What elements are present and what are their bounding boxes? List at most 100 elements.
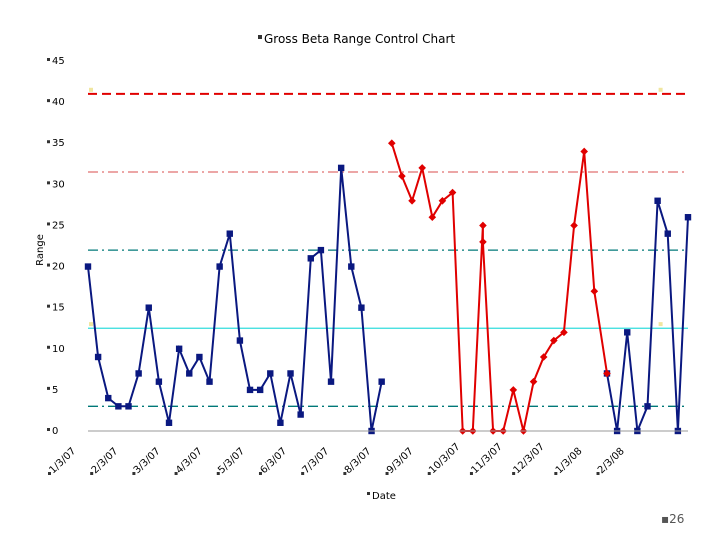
x-tick-label: 5/3/07	[216, 446, 247, 476]
data-point-marker	[125, 403, 132, 410]
x-tick-bullet-icon	[258, 472, 262, 475]
center-line-marker	[89, 87, 93, 92]
y-tick-bullet-icon	[47, 304, 50, 308]
y-tick-label: 0	[52, 426, 58, 437]
data-point-marker	[186, 370, 193, 377]
y-tick-label: 40	[52, 97, 65, 108]
data-point-marker	[155, 378, 163, 385]
y-tick-label: 5	[52, 385, 58, 396]
data-point-marker	[307, 255, 314, 262]
data-point-marker	[509, 386, 518, 394]
x-tick-bullet-icon	[343, 472, 347, 475]
x-tick-bullet-icon	[385, 472, 389, 475]
data-point-marker	[438, 196, 447, 205]
x-tick-label: 1/3/08	[554, 446, 585, 476]
center-markers	[89, 87, 663, 327]
x-tick-label: 2/3/08	[596, 446, 627, 476]
center-line-marker	[89, 322, 93, 327]
data-point-marker	[206, 378, 213, 385]
y-tick-label: 10	[52, 344, 65, 355]
x-tick-bullet-icon	[301, 472, 305, 475]
data-point-marker	[287, 370, 294, 377]
x-tick-label: 1/3/07	[47, 446, 78, 476]
data-point-marker	[256, 386, 264, 394]
series-line	[390, 142, 608, 432]
data-point-marker	[348, 263, 355, 270]
data-point-marker	[398, 172, 406, 180]
data-point-marker	[115, 403, 122, 410]
data-point-marker	[216, 263, 223, 270]
y-tick-bullet-icon	[47, 345, 50, 349]
x-tick-label: 10/3/07	[427, 441, 462, 476]
x-tick-label: 6/3/07	[258, 446, 289, 476]
page-number-group: ▪26	[661, 512, 684, 526]
data-point-marker	[317, 246, 325, 254]
x-axis-label-group: Date	[367, 491, 396, 502]
center-line-marker	[658, 87, 663, 92]
data-point-marker	[408, 196, 416, 205]
data-point-marker	[539, 353, 548, 361]
data-point-marker	[654, 197, 661, 204]
data-point-marker	[297, 411, 304, 418]
x-tick-label: 2/3/07	[90, 446, 121, 476]
x-tick-label: 8/3/07	[343, 446, 374, 476]
y-tick-bullet-icon	[47, 181, 50, 185]
data-point-marker	[664, 230, 671, 237]
series-line	[606, 200, 689, 432]
x-tick-bullet-icon	[596, 472, 600, 475]
x-tick-label: 3/3/07	[132, 446, 163, 476]
y-axis-ticks: 0 5 10 15 20 25 30 35 40 45	[47, 56, 65, 437]
x-tick-label: 11/3/07	[469, 441, 504, 476]
data-point-marker	[418, 164, 426, 172]
y-tick-bullet-icon	[47, 222, 50, 226]
data-point-marker	[624, 329, 631, 336]
data-point-marker	[580, 147, 589, 156]
x-axis-label: Date	[372, 491, 396, 502]
data-point-marker	[327, 378, 335, 385]
control-lines	[88, 92, 688, 407]
x-label-bullet-icon	[367, 492, 370, 495]
data-point-marker	[560, 328, 568, 337]
y-tick-label: 45	[52, 56, 65, 67]
data-point-marker	[267, 370, 274, 377]
x-tick-bullet-icon	[554, 472, 558, 475]
data-point-marker	[684, 214, 692, 221]
chart-title-group: Gross Beta Range Control Chart	[258, 32, 455, 46]
data-point-marker	[196, 353, 203, 361]
data-point-marker	[94, 353, 102, 361]
data-point-marker	[387, 139, 396, 148]
y-axis-label-group: Range	[35, 234, 46, 266]
y-tick-label: 20	[52, 262, 65, 273]
y-tick-bullet-icon	[47, 263, 50, 267]
data-point-marker	[277, 419, 284, 426]
x-tick-label: 9/3/07	[385, 446, 416, 476]
y-tick-label: 35	[52, 138, 65, 149]
y-tick-label: 30	[52, 179, 65, 190]
data-series	[84, 139, 692, 435]
chart-title: Gross Beta Range Control Chart	[264, 32, 455, 46]
data-point-marker	[337, 164, 345, 172]
data-point-marker	[175, 345, 183, 352]
page-number-bullet-icon: ▪	[661, 512, 670, 526]
x-tick-bullet-icon	[90, 472, 94, 475]
x-tick-bullet-icon	[132, 472, 136, 475]
data-point-marker	[448, 188, 457, 197]
data-point-marker	[378, 378, 385, 385]
data-point-marker	[550, 336, 558, 345]
x-tick-bullet-icon	[469, 472, 473, 475]
data-point-marker	[529, 377, 538, 386]
data-point-marker	[145, 304, 152, 311]
y-tick-bullet-icon	[47, 428, 50, 431]
data-point-marker	[246, 386, 254, 394]
y-tick-label: 25	[52, 220, 65, 231]
x-tick-bullet-icon	[174, 472, 178, 475]
data-point-marker	[479, 221, 487, 230]
data-point-marker	[105, 394, 112, 402]
data-point-marker	[236, 337, 244, 344]
data-point-marker	[590, 287, 599, 296]
x-tick-label: 7/3/07	[301, 446, 332, 476]
y-tick-bullet-icon	[47, 99, 50, 103]
data-point-marker	[479, 238, 487, 246]
data-point-marker	[428, 213, 437, 222]
